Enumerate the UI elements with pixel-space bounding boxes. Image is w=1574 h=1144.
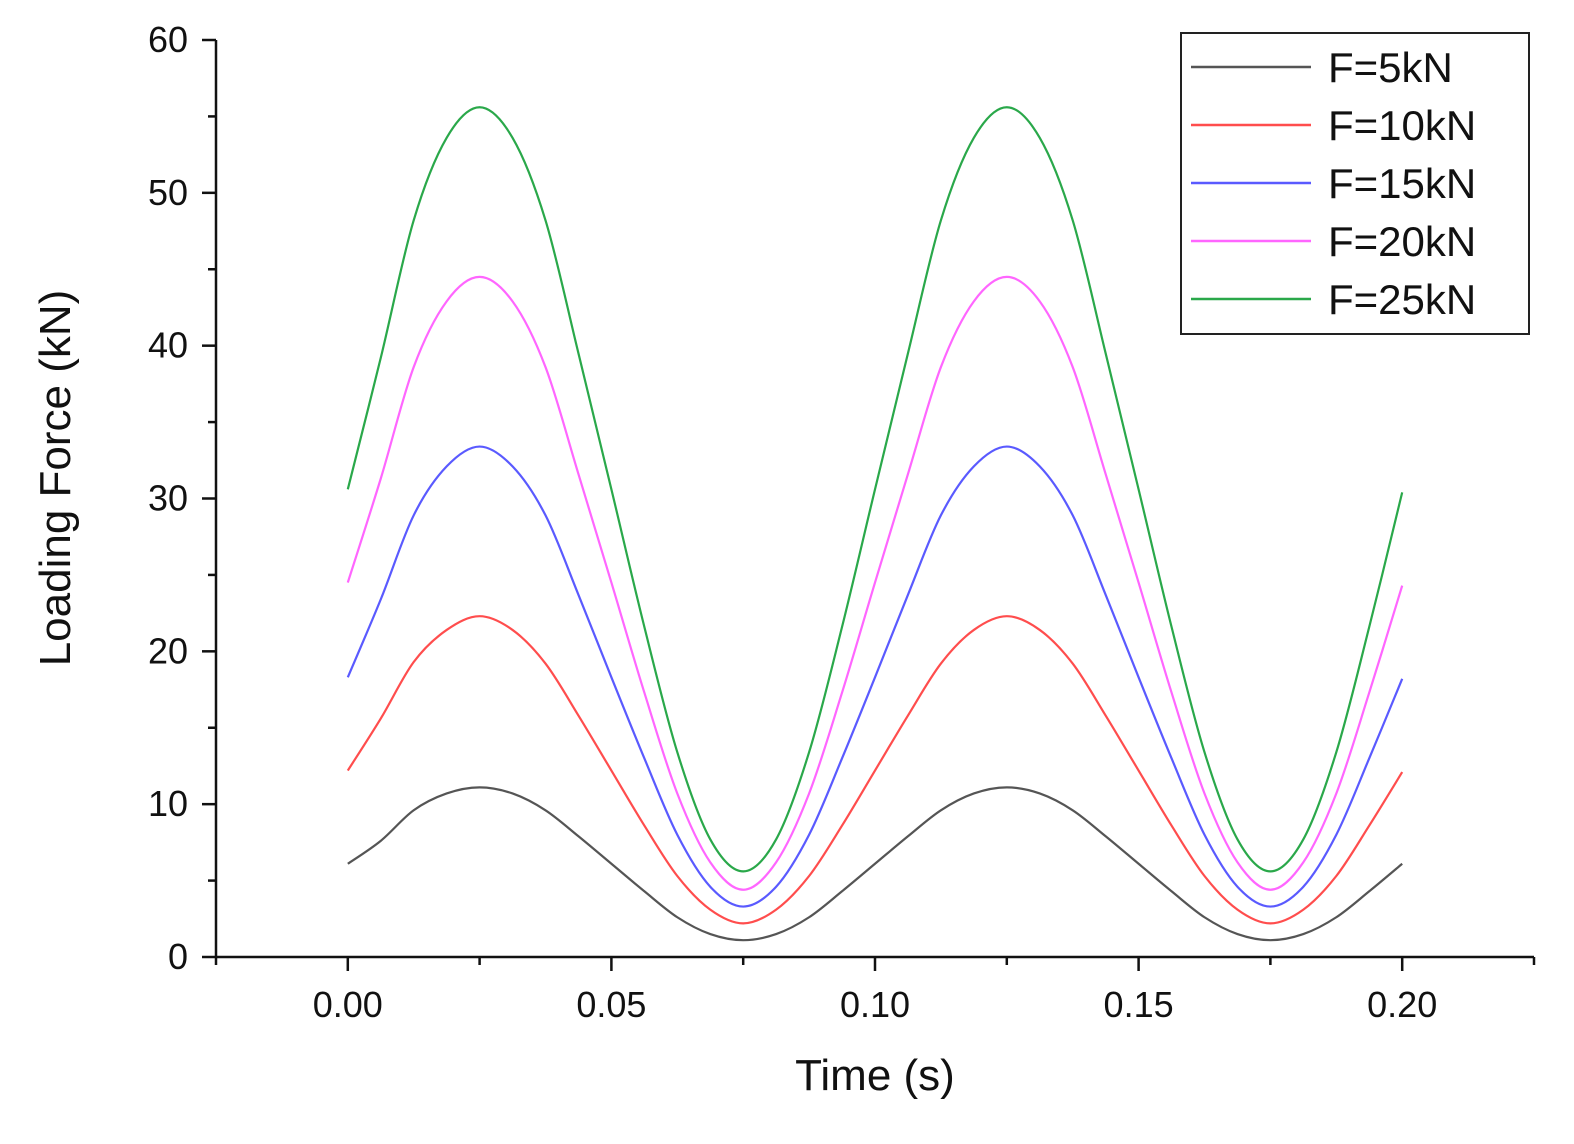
y-tick-label: 40 bbox=[148, 325, 188, 366]
x-tick-label: 0.05 bbox=[576, 984, 646, 1025]
y-tick-label: 50 bbox=[148, 172, 188, 213]
series-line-f-15kn bbox=[346, 445, 1404, 908]
series-line-f-20kn bbox=[346, 275, 1404, 891]
legend-label: F=25kN bbox=[1328, 276, 1476, 323]
y-axis-ticks: 0 10 20 30 40 50 60 bbox=[148, 19, 216, 977]
y-tick-label: 10 bbox=[148, 783, 188, 824]
plot-area: 0 10 20 30 40 50 60 0.00 0.05 0.10 0.15 0.20 bbox=[148, 19, 1536, 1025]
x-axis-ticks: 0.00 0.05 0.10 0.15 0.20 bbox=[214, 957, 1536, 1025]
x-tick-label: 0.20 bbox=[1367, 984, 1437, 1025]
y-tick-label: 60 bbox=[148, 19, 188, 60]
x-axis-title: Time (s) bbox=[795, 1051, 955, 1100]
legend-label: F=20kN bbox=[1328, 218, 1476, 265]
y-axis-title: Loading Force (kN) bbox=[31, 290, 80, 667]
legend-label: F=5kN bbox=[1328, 44, 1453, 91]
x-tick-label: 0.15 bbox=[1104, 984, 1174, 1025]
legend-label: F=10kN bbox=[1328, 102, 1476, 149]
x-tick-label: 0.10 bbox=[840, 984, 910, 1025]
y-tick-label: 30 bbox=[148, 478, 188, 519]
legend-items: F=5kN F=10kN F=15kN F=20kN F=25kN bbox=[1191, 44, 1476, 323]
series-lines bbox=[346, 106, 1404, 942]
y-tick-label: 0 bbox=[168, 936, 188, 977]
legend: F=5kN F=10kN F=15kN F=20kN F=25kN bbox=[1180, 32, 1530, 335]
x-tick-label: 0.00 bbox=[313, 984, 383, 1025]
series-line-f-10kn bbox=[346, 615, 1404, 925]
y-tick-label: 20 bbox=[148, 630, 188, 671]
series-line-f-5kn bbox=[347, 786, 1403, 942]
series-line-f-25kn bbox=[346, 106, 1404, 873]
legend-label: F=15kN bbox=[1328, 160, 1476, 207]
